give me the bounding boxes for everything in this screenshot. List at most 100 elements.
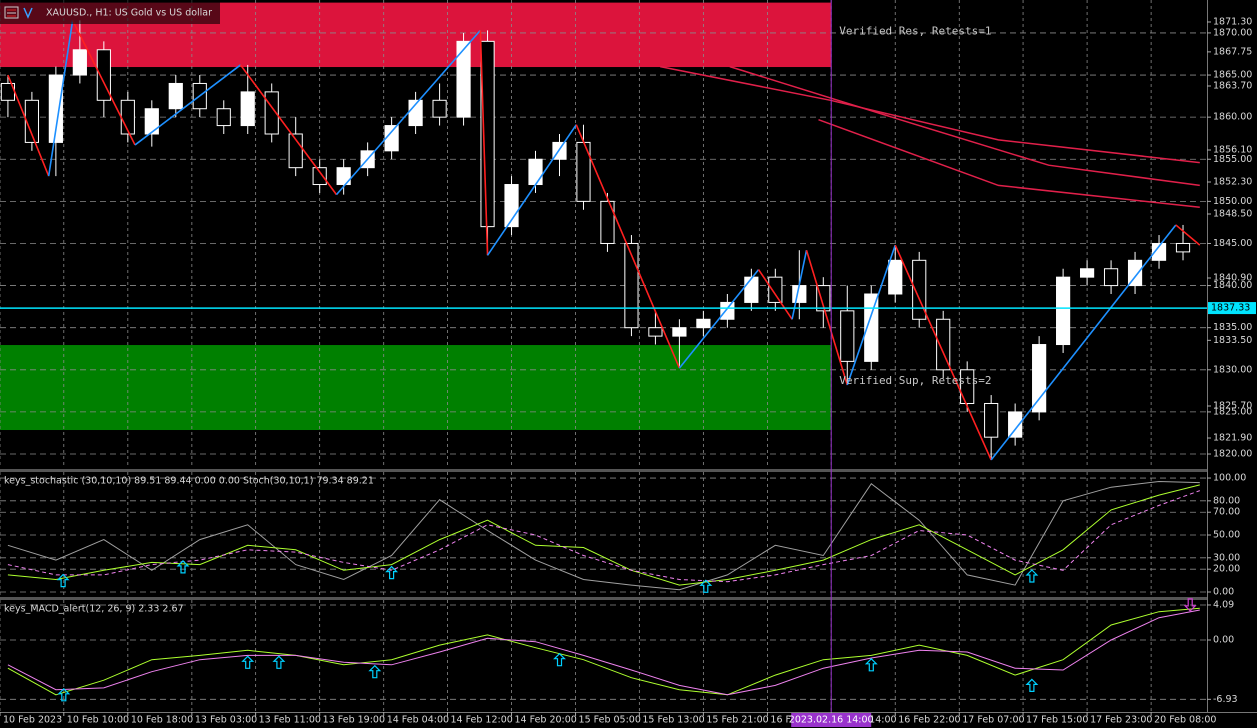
current-price-box bbox=[1208, 302, 1256, 315]
candle-body bbox=[456, 40, 471, 118]
candle-body bbox=[240, 91, 255, 127]
y-tick-label: 70.00 bbox=[1213, 507, 1240, 518]
candle-body bbox=[384, 125, 399, 152]
crosshair-box bbox=[791, 713, 872, 727]
y-tick-label: 80.00 bbox=[1213, 495, 1240, 506]
candle-body bbox=[888, 259, 903, 295]
y-tick-label: 1865.00 bbox=[1213, 70, 1252, 81]
candle-body bbox=[1008, 411, 1023, 438]
x-tick-label: 17 Feb 07:00 bbox=[962, 715, 1024, 726]
y-tick-label: 1850.00 bbox=[1213, 196, 1252, 207]
panel-separator bbox=[0, 597, 1207, 600]
signal-arrow bbox=[176, 560, 190, 574]
x-tick-label: 15 Feb 05:00 bbox=[579, 715, 641, 726]
candle-body bbox=[744, 276, 759, 303]
y-tick-label: 1856.10 bbox=[1213, 144, 1252, 155]
x-tick-label: 17 Feb 15:00 bbox=[1026, 715, 1088, 726]
zigzag-segment bbox=[678, 269, 760, 369]
y-tick-label: 1820.00 bbox=[1213, 449, 1252, 460]
signal-arrow bbox=[1025, 569, 1039, 583]
signal-arrow bbox=[699, 579, 713, 593]
candle-body bbox=[432, 99, 447, 118]
candle-body bbox=[768, 276, 783, 303]
signal-arrow bbox=[56, 573, 70, 588]
signal-arrow bbox=[241, 655, 255, 669]
candle-body bbox=[1056, 276, 1071, 346]
y-tick-label: 1852.30 bbox=[1213, 176, 1252, 187]
candle-body bbox=[672, 327, 687, 337]
sr-zone bbox=[0, 345, 832, 431]
current-price-label: 1837.33 bbox=[1211, 303, 1250, 314]
candle-body bbox=[816, 285, 831, 312]
x-tick-label: 14 Feb 20:00 bbox=[515, 715, 577, 726]
y-tick-label: 1867.75 bbox=[1213, 46, 1252, 57]
zigzag-segment bbox=[846, 244, 896, 386]
y-tick-label: 100.00 bbox=[1213, 473, 1246, 484]
y-tick-label: 1848.50 bbox=[1213, 208, 1252, 219]
candle-body bbox=[48, 74, 63, 143]
crosshair-label: 2023.02.16 14:00 bbox=[789, 715, 874, 726]
indicator-line bbox=[7, 609, 1200, 696]
indicator-line bbox=[7, 484, 1200, 586]
candle-body bbox=[312, 167, 327, 186]
y-tick-label: 1821.90 bbox=[1213, 433, 1252, 444]
candle-body bbox=[696, 318, 711, 329]
panel-title: keys_stochastic (30,10,10) 89.51 89.44 0… bbox=[4, 476, 374, 487]
y-tick-label: 1830.00 bbox=[1213, 364, 1252, 375]
x-tick-label: 10 Feb 18:00 bbox=[131, 715, 193, 726]
candle-body bbox=[720, 301, 735, 320]
candle-body bbox=[168, 82, 183, 110]
y-tick-label: 1863.70 bbox=[1213, 80, 1252, 91]
y-tick-label: 1870.00 bbox=[1213, 27, 1252, 38]
moving-average bbox=[729, 65, 1200, 187]
chart-title: XAUUSD., H1: US Gold vs US dollar bbox=[46, 8, 212, 19]
candle-body bbox=[960, 369, 975, 404]
x-tick-label: 10 Feb 10:00 bbox=[67, 715, 129, 726]
x-tick-label: 16 Feb 22:00 bbox=[898, 715, 960, 726]
zigzag-segment bbox=[47, 20, 74, 177]
panel-separator bbox=[0, 469, 1207, 472]
signal-arrow bbox=[553, 652, 566, 667]
y-tick-label: 1825.70 bbox=[1213, 401, 1252, 412]
signal-arrow bbox=[385, 565, 399, 580]
zigzag-segment bbox=[71, 19, 136, 146]
x-tick-label: 15 Feb 13:00 bbox=[642, 715, 704, 726]
candle-body bbox=[840, 310, 855, 362]
zigzag-segment bbox=[575, 124, 681, 369]
candle-body bbox=[1103, 268, 1119, 287]
signal-arrow bbox=[1183, 598, 1197, 612]
x-tick-label: 20 Feb 08:00 bbox=[1154, 715, 1216, 726]
zone-label: Verified Sup, Retests=2 bbox=[839, 374, 991, 387]
indicator-line bbox=[7, 607, 1200, 696]
y-tick-label: 50.00 bbox=[1213, 530, 1240, 541]
candle-body bbox=[288, 133, 303, 169]
candle-body bbox=[1079, 268, 1095, 278]
x-tick-label: 13 Feb 11:00 bbox=[259, 715, 321, 726]
zigzag-segment bbox=[486, 124, 577, 256]
zigzag-segment bbox=[805, 249, 849, 386]
zigzag-segment bbox=[134, 64, 242, 146]
signal-arrow bbox=[1025, 678, 1039, 693]
dropdown-icon[interactable] bbox=[23, 7, 33, 19]
moving-average bbox=[660, 65, 1200, 164]
y-tick-label: 30.00 bbox=[1213, 552, 1240, 563]
zigzag-segment bbox=[1175, 224, 1201, 246]
y-tick-label: 1840.90 bbox=[1213, 273, 1252, 284]
x-tick-label: 15 Feb 21:00 bbox=[706, 715, 768, 726]
signal-arrow bbox=[57, 687, 71, 702]
candle-body bbox=[1127, 259, 1143, 287]
zigzag-segment bbox=[479, 30, 489, 256]
candle-body bbox=[1175, 242, 1191, 253]
menu-icon[interactable] bbox=[4, 6, 19, 19]
candle-body bbox=[216, 108, 231, 127]
candle-body bbox=[336, 167, 351, 186]
indicator-line bbox=[7, 490, 1200, 583]
x-tick-label: 14 Feb 04:00 bbox=[387, 715, 449, 726]
candle-body bbox=[1151, 242, 1167, 261]
signal-arrow bbox=[272, 655, 286, 669]
zigzag-segment bbox=[239, 64, 338, 196]
candle-body bbox=[600, 200, 615, 244]
